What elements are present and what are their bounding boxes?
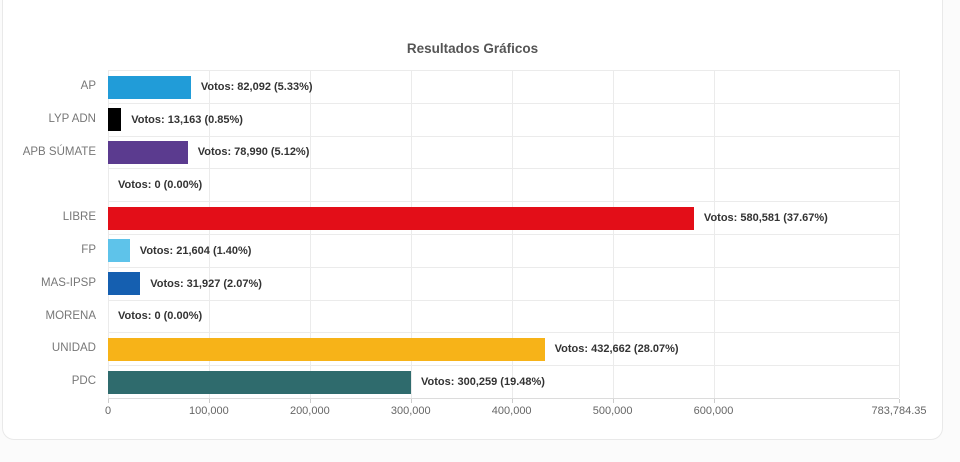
bar-track: Votos: 300,259 (19.48%)	[108, 365, 899, 398]
axis-tick-label: 500,000	[592, 404, 633, 417]
category-label: MAS-IPSP	[41, 276, 96, 289]
value-label: Votos: 300,259 (19.48%)	[421, 376, 545, 389]
value-label: Votos: 31,927 (2.07%)	[150, 277, 262, 290]
bar-track: Votos: 432,662 (28.07%)	[108, 332, 899, 365]
chart-row: APB SÚMATE Votos: 78,990 (5.12%)	[3, 135, 942, 169]
value-label: Votos: 580,581 (37.67%)	[703, 212, 828, 225]
value-label: Votos: 21,604 (1.40%)	[139, 244, 252, 257]
chart-row: MORENA Votos: 0 (0.00%)	[3, 299, 942, 333]
category-label: MORENA	[45, 309, 96, 322]
category-label: LYP ADN	[48, 112, 96, 125]
category-label: APB SÚMATE	[22, 145, 96, 158]
chart-row: PDC Votos: 300,259 (19.48%)	[3, 365, 942, 398]
value-label: Votos: 432,662 (28.07%)	[554, 343, 679, 356]
bar-track: Votos: 580,581 (37.67%)	[108, 201, 899, 234]
axis-tick-label: 0	[104, 404, 112, 417]
bar-track: Votos: 82,092 (5.33%)	[108, 70, 899, 103]
bar-track: Votos: 78,990 (5.12%)	[108, 135, 899, 169]
category-label	[3, 168, 108, 201]
bar-track: Votos: 0 (0.00%)	[108, 299, 899, 333]
bar-mas-ipsp[interactable]	[108, 272, 141, 296]
value-label: Votos: 13,163 (0.85%)	[131, 113, 243, 126]
axis-tick	[511, 398, 513, 403]
axis-tick	[713, 398, 715, 403]
chart-row: AP Votos: 82,092 (5.33%)	[3, 70, 942, 103]
bar-track: Votos: 13,163 (0.85%)	[108, 102, 899, 136]
category-label: PDC	[71, 375, 96, 388]
gridline	[899, 70, 900, 398]
bar-apb-s-mate[interactable]	[108, 141, 188, 165]
value-label: Votos: 0 (0.00%)	[118, 310, 203, 323]
value-label: Votos: 78,990 (5.12%)	[197, 146, 310, 159]
chart-title: Resultados Gráficos	[406, 41, 539, 56]
axis-tick-label: 200,000	[289, 404, 330, 417]
results-card: Resultados Gráficos AP Votos: 82,092 (5.3…	[2, 0, 943, 440]
category-label: FP	[81, 243, 96, 256]
bar-track: Votos: 31,927 (2.07%)	[108, 266, 899, 300]
axis-tick	[899, 398, 900, 403]
category-label: UNIDAD	[51, 342, 96, 355]
bar-lyp-adn[interactable]	[108, 108, 122, 132]
category-label: AP	[80, 80, 96, 92]
bar-unidad[interactable]	[108, 337, 545, 361]
axis-tick-label: 783,784.35	[871, 404, 927, 417]
bar-ap[interactable]	[108, 75, 191, 99]
bar-pdc[interactable]	[108, 370, 412, 394]
axis-tick-label: 300,000	[390, 404, 431, 417]
axis-tick	[309, 398, 311, 403]
value-label: Votos: 0 (0.00%)	[118, 179, 203, 192]
axis-tick	[208, 398, 210, 403]
category-label: LIBRE	[62, 211, 96, 224]
axis-tick-label: 600,000	[693, 404, 734, 417]
chart-row: FP Votos: 21,604 (1.40%)	[3, 233, 942, 267]
chart-row: UNIDAD Votos: 432,662 (28.07%)	[3, 332, 942, 365]
axis-tick	[612, 398, 614, 403]
bar-libre[interactable]	[108, 206, 694, 230]
axis-tick-label: 100,000	[189, 404, 229, 417]
chart-rows: AP Votos: 82,092 (5.33%) LYP ADN Votos: 13,…	[3, 70, 942, 398]
bar-track: Votos: 0 (0.00%)	[108, 168, 899, 201]
chart-body: AP Votos: 82,092 (5.33%) LYP ADN Votos: 13,…	[3, 70, 942, 427]
axis-tick-label: 400,000	[491, 404, 532, 417]
chart-row: MAS-IPSP Votos: 31,927 (2.07%)	[3, 266, 942, 300]
chart-row: Votos: 0 (0.00%)	[3, 168, 942, 201]
value-label: Votos: 82,092 (5.33%)	[200, 80, 313, 93]
axis-tick	[410, 398, 412, 403]
chart-row: LIBRE Votos: 580,581 (37.67%)	[3, 201, 942, 234]
axis-tick	[108, 398, 109, 403]
bar-track: Votos: 21,604 (1.40%)	[108, 233, 899, 267]
x-axis: 0 100,000 200,000 300,000 400,000 500,000 600,…	[104, 397, 927, 427]
bar-fp[interactable]	[108, 239, 130, 263]
chart-row: LYP ADN Votos: 13,163 (0.85%)	[3, 102, 942, 136]
